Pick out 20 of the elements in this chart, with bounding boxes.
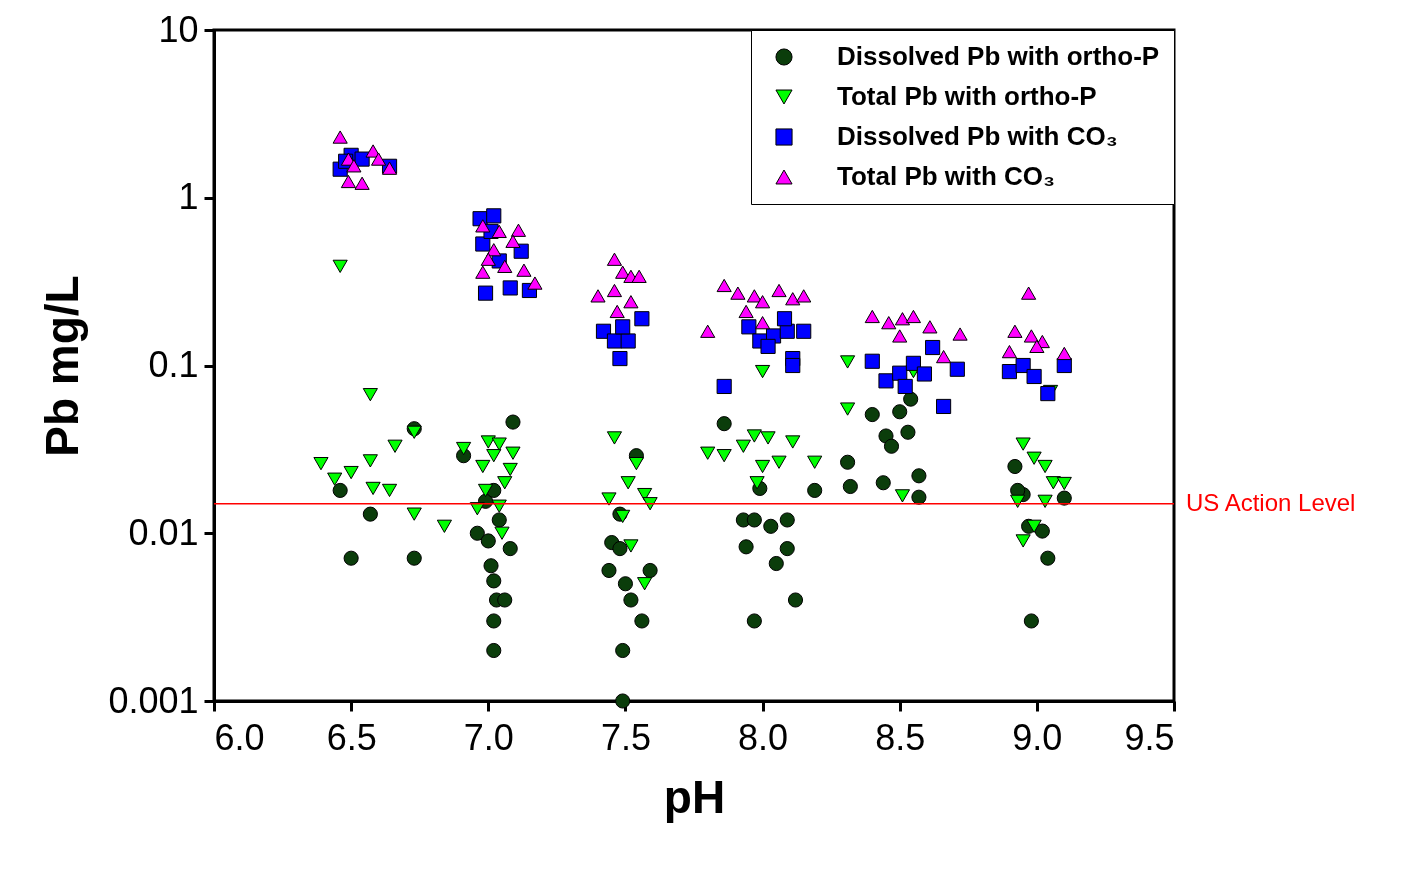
legend-label: Total Pb with ortho-P: [837, 81, 1097, 111]
x-tick-label: 9.5: [1124, 716, 1175, 758]
ref-line-label: US Action Level: [1186, 488, 1356, 516]
y-tick-label: 1: [178, 176, 199, 218]
legend-label: Dissolved Pb with ortho-P: [837, 41, 1160, 71]
x-axis-title: pH: [663, 770, 726, 823]
x-tick-label: 6.0: [214, 716, 265, 758]
x-tick-label: 6.5: [326, 716, 377, 758]
x-tick-label: 7.5: [600, 716, 651, 758]
y-axis-title: Pb mg/L: [36, 275, 89, 457]
x-tick-label: 8.5: [875, 716, 926, 758]
legend-label: Dissolved Pb with CO₃: [837, 121, 1118, 151]
y-tick-label: 0.01: [128, 511, 199, 553]
x-tick-label: 9.0: [1012, 716, 1063, 758]
y-tick-label: 0.001: [108, 679, 199, 721]
x-tick-label: 8.0: [738, 716, 789, 758]
y-tick-label: 10: [158, 8, 199, 50]
y-tick-label: 0.1: [148, 344, 199, 385]
legend-label: Total Pb with CO₃: [837, 161, 1056, 191]
x-tick-label: 7.0: [463, 716, 514, 758]
